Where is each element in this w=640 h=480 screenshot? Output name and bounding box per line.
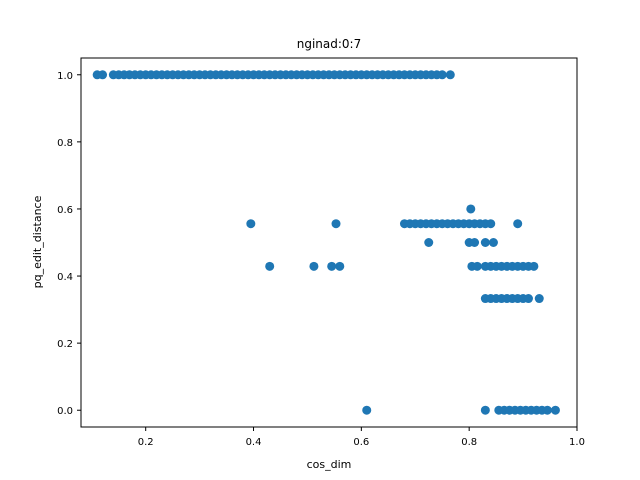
data-point	[437, 70, 447, 80]
y-tick-label: 0.4	[57, 272, 73, 283]
data-point	[480, 405, 490, 415]
data-points	[92, 70, 560, 415]
x-tick-label: 0.2	[138, 437, 154, 448]
data-point	[424, 238, 434, 247]
data-point	[470, 238, 480, 247]
x-axis-label: cos_dim	[307, 458, 352, 471]
data-point	[335, 261, 345, 271]
data-point	[472, 261, 482, 271]
data-point	[550, 405, 560, 415]
y-tick-label: 0.6	[57, 205, 73, 216]
data-point	[246, 219, 256, 229]
y-axis-label: pq_edit_distance	[31, 195, 44, 288]
chart-title: nginad:0:7	[297, 37, 362, 51]
y-tick-label: 1.0	[57, 71, 73, 82]
data-point	[98, 70, 108, 80]
x-axis-ticks: 0.2 0.4 0.6 0.8 1.0	[138, 427, 585, 448]
data-point	[466, 204, 476, 214]
plot-frame	[80, 57, 578, 428]
data-point	[529, 261, 539, 271]
data-point	[542, 405, 552, 415]
x-tick-label: 1.0	[569, 437, 585, 448]
data-point	[362, 405, 372, 415]
data-point	[486, 219, 496, 229]
data-point	[309, 261, 319, 271]
data-point	[327, 261, 337, 271]
x-tick-label: 0.4	[246, 437, 262, 448]
data-point	[445, 70, 455, 80]
y-tick-label: 0.8	[57, 138, 73, 149]
y-axis-ticks: 0.0 0.2 0.4 0.6 0.8 1.0	[57, 71, 81, 417]
data-point	[488, 238, 498, 247]
data-point	[523, 294, 533, 304]
x-tick-label: 0.6	[353, 437, 369, 448]
data-point	[534, 294, 544, 304]
y-tick-label: 0.2	[57, 339, 73, 350]
data-point	[480, 238, 490, 247]
y-tick-label: 0.0	[57, 406, 73, 417]
data-point	[513, 219, 523, 229]
data-point	[265, 261, 275, 271]
data-point	[331, 219, 341, 229]
x-tick-label: 0.8	[461, 437, 477, 448]
